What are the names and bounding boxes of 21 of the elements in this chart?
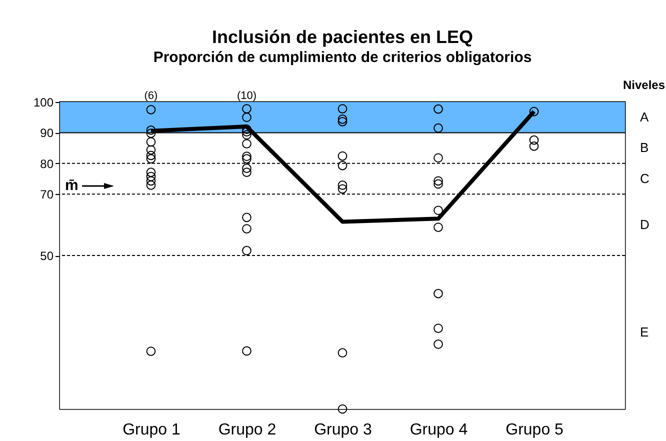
- chart-subtitle: Proporción de cumplimiento de criterios obligatorios: [153, 49, 532, 66]
- band-label: E: [640, 324, 649, 340]
- band-label: D: [640, 216, 650, 232]
- y-tick-label: 50: [40, 249, 54, 263]
- x-tick-label: Grupo 5: [506, 422, 564, 438]
- x-tick-label: Grupo 4: [410, 422, 468, 438]
- x-tick-label: Grupo 2: [218, 422, 276, 438]
- annotation: (10): [236, 90, 257, 102]
- annotation: (6): [144, 90, 158, 102]
- annotation: m̄: [65, 177, 78, 194]
- band-label: C: [640, 170, 650, 186]
- y-tick-label: 70: [40, 188, 54, 202]
- band-label: B: [640, 140, 649, 156]
- y-tick-label: 90: [40, 126, 54, 140]
- band-label: A: [640, 109, 649, 124]
- x-tick-label: Grupo 1: [122, 422, 180, 438]
- chart-title: Inclusión de pacientes en LEQ: [212, 27, 474, 47]
- text: Niveles: [622, 78, 666, 92]
- y-tick-label: 100: [33, 96, 54, 110]
- x-tick-label: Grupo 3: [314, 422, 372, 438]
- y-tick-label: 80: [40, 156, 54, 171]
